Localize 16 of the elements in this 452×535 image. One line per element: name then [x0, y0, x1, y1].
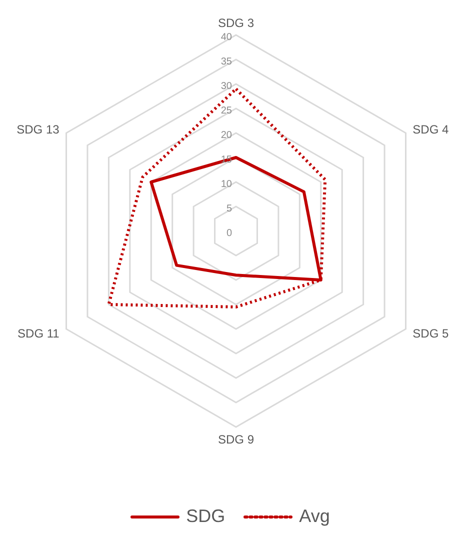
y-tick-label: 20 — [220, 130, 232, 141]
legend-label: Avg — [298, 506, 330, 527]
y-tick-label: 0 — [226, 228, 232, 239]
y-tick-label: 30 — [220, 81, 232, 92]
spoke-label: SDG 11 — [18, 326, 60, 340]
y-tick-label: 10 — [220, 179, 232, 190]
y-tick-label: 40 — [220, 32, 232, 43]
y-tick-label: 35 — [220, 56, 232, 68]
y-tick-label: 25 — [220, 106, 232, 116]
legend-label: SDG — [185, 506, 226, 527]
y-tick-label: 5 — [226, 204, 232, 214]
spoke-label: SDG 4 — [412, 122, 450, 136]
spoke-label: SDG 9 — [218, 432, 254, 447]
spoke-label: SDG 5 — [412, 326, 450, 340]
spoke-label: SDG 13 — [16, 122, 60, 136]
spoke-label: SDG 3 — [218, 16, 254, 30]
